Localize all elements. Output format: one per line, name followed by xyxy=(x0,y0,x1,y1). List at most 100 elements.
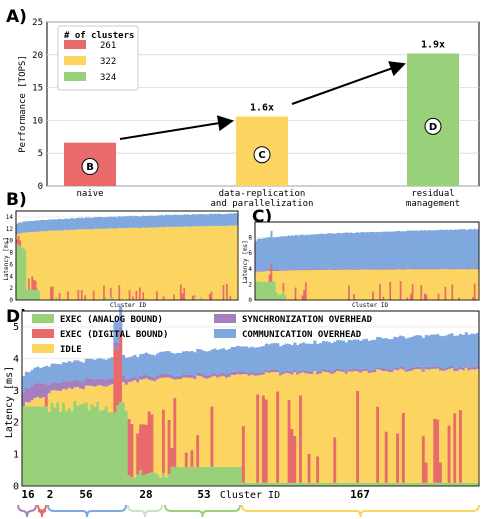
bar-segment xyxy=(127,378,131,383)
bar-marker-label: D xyxy=(429,122,437,133)
bar-segment xyxy=(475,268,478,270)
bar-segment xyxy=(154,215,157,228)
bar-segment xyxy=(142,292,145,300)
bar-segment xyxy=(222,226,225,285)
bar-segment xyxy=(413,268,416,270)
bar-segment xyxy=(376,336,380,367)
panel-d-cluster-groups: 16 2 56 28 53 167 xyxy=(17,488,480,518)
bar-segment xyxy=(31,276,34,290)
bar-segment xyxy=(461,334,466,368)
bar-segment xyxy=(311,269,314,271)
bar-segment xyxy=(22,221,25,233)
bar-segment xyxy=(144,216,147,228)
bar-segment xyxy=(259,375,263,483)
bar-segment xyxy=(104,297,107,300)
bar-segment xyxy=(475,269,478,300)
bar-segment xyxy=(90,359,94,379)
bar-segment xyxy=(170,375,174,379)
bar-segment xyxy=(449,229,452,269)
bar-segment xyxy=(31,221,34,233)
bar-segment xyxy=(276,369,280,373)
bar-segment xyxy=(82,218,85,230)
bar-segment xyxy=(370,231,373,269)
bar-segment xyxy=(304,373,308,483)
bar-segment xyxy=(261,270,264,272)
bar-segment xyxy=(441,269,444,300)
cluster-group-count: 2 xyxy=(47,488,54,501)
bar-segment xyxy=(86,229,89,300)
bar-segment xyxy=(161,377,166,410)
bar-segment xyxy=(372,268,375,270)
bar-segment xyxy=(322,233,325,269)
bar-segment xyxy=(244,482,248,486)
bar-segment xyxy=(396,268,399,270)
bar-segment xyxy=(99,385,103,411)
bar-segment xyxy=(109,287,112,298)
bar-segment xyxy=(272,237,275,271)
bar-segment xyxy=(437,230,440,269)
bar-segment xyxy=(133,380,137,478)
bar-segment xyxy=(277,295,280,300)
bar-segment xyxy=(347,371,351,483)
bar-segment xyxy=(107,385,111,413)
bar-segment xyxy=(406,268,409,270)
bar-segment xyxy=(133,227,136,300)
y-tick-label: 3 xyxy=(13,386,19,397)
bar-segment xyxy=(70,229,73,300)
bar-segment xyxy=(317,269,320,271)
bar-segment xyxy=(59,364,63,383)
bar-segment xyxy=(273,343,277,370)
bar-segment xyxy=(256,482,260,486)
bar-segment xyxy=(208,213,211,226)
bar-segment xyxy=(453,482,457,486)
bar-segment xyxy=(413,335,417,367)
bar-segment xyxy=(370,269,373,300)
bar-segment xyxy=(67,361,71,381)
bar-segment xyxy=(280,269,283,271)
bar-segment xyxy=(304,282,307,300)
bar-segment xyxy=(301,269,304,296)
bar-segment xyxy=(287,399,291,483)
bar-segment xyxy=(306,270,309,300)
bar-segment xyxy=(150,215,153,228)
bar-segment xyxy=(255,280,258,300)
bar-segment xyxy=(260,238,263,271)
cluster-group-count: 53 xyxy=(197,488,210,501)
bar-segment xyxy=(370,369,374,373)
bar-segment xyxy=(401,367,406,370)
cluster-group-brace xyxy=(241,504,480,518)
bar-segment xyxy=(250,346,254,373)
bar-segment xyxy=(416,269,419,300)
bar-segment xyxy=(167,226,170,300)
bar-segment xyxy=(442,269,445,300)
bar-segment xyxy=(473,283,476,300)
bar-segment xyxy=(444,286,447,300)
bar-segment xyxy=(101,359,106,380)
bar-segment xyxy=(144,374,148,379)
bar-segment xyxy=(213,372,217,376)
bar-segment xyxy=(48,230,51,300)
bar-segment xyxy=(379,283,382,300)
bar-segment xyxy=(424,366,428,370)
bar-segment xyxy=(111,297,114,300)
bar-segment xyxy=(19,222,22,234)
bar-segment xyxy=(310,373,314,483)
bar-segment xyxy=(96,401,100,486)
bar-segment xyxy=(103,228,106,286)
bar-segment xyxy=(446,269,449,300)
bar-segment xyxy=(372,269,375,292)
bar-segment xyxy=(316,371,320,375)
bar-segment xyxy=(108,228,111,300)
bar-segment xyxy=(341,269,344,300)
bar-segment xyxy=(161,214,164,227)
bar-segment xyxy=(413,269,416,300)
bar-segment xyxy=(332,269,335,270)
bar-segment xyxy=(398,269,401,300)
bar-segment xyxy=(384,269,387,300)
bar-segment xyxy=(110,384,114,413)
bar-segment xyxy=(463,228,466,269)
bar-segment xyxy=(361,371,366,483)
bar-segment xyxy=(424,369,428,463)
